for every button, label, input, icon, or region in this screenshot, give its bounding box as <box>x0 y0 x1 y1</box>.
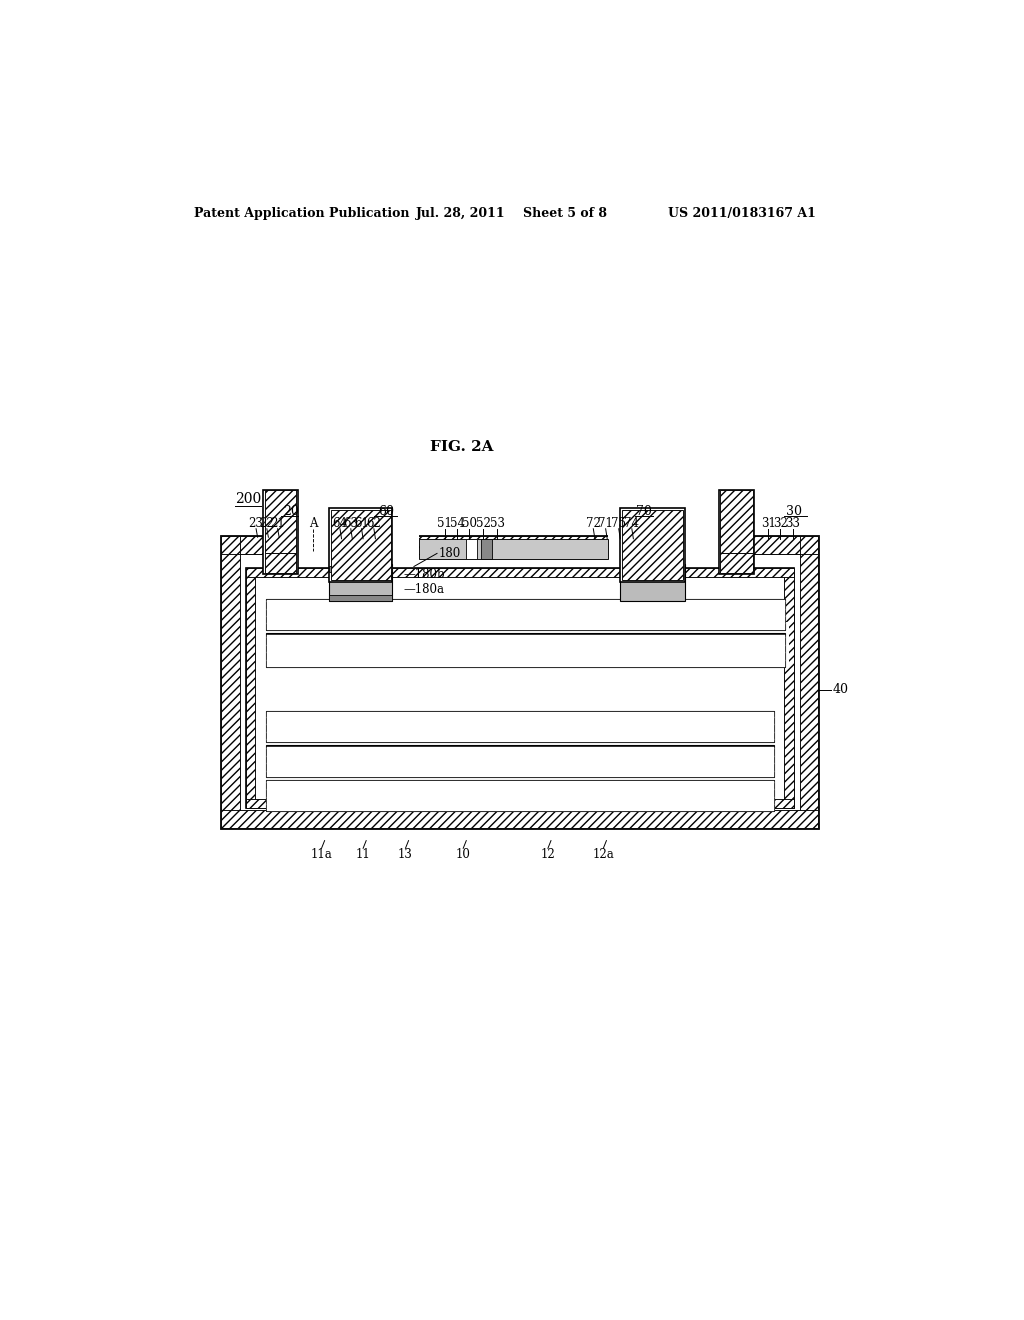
Text: 40: 40 <box>833 684 849 696</box>
Text: A: A <box>309 517 317 529</box>
Bar <box>264 490 296 553</box>
Text: 22: 22 <box>259 517 274 529</box>
Bar <box>266 599 785 630</box>
Bar <box>266 780 773 810</box>
Text: 54: 54 <box>450 517 465 529</box>
Text: —180a: —180a <box>403 583 444 597</box>
Bar <box>221 536 818 829</box>
Text: 71: 71 <box>598 517 613 529</box>
Text: 12a: 12a <box>593 847 614 861</box>
Bar <box>719 490 755 574</box>
Text: 64: 64 <box>333 517 347 529</box>
Text: 75: 75 <box>611 517 627 529</box>
Bar <box>246 568 794 808</box>
Bar <box>466 539 477 558</box>
Bar <box>221 536 240 829</box>
Bar <box>481 539 493 558</box>
Text: 13: 13 <box>398 847 413 861</box>
Text: —180b: —180b <box>403 568 445 581</box>
Bar <box>330 566 392 572</box>
Text: 12: 12 <box>541 847 555 861</box>
Text: 74: 74 <box>625 517 639 529</box>
Text: 63: 63 <box>343 517 358 529</box>
Text: 11a: 11a <box>310 847 333 861</box>
Bar <box>240 536 800 554</box>
Text: 72: 72 <box>586 517 601 529</box>
Bar <box>298 535 330 556</box>
Bar <box>392 535 419 556</box>
Text: 52: 52 <box>476 517 490 529</box>
Text: 60: 60 <box>378 504 394 517</box>
Bar <box>621 564 685 601</box>
Bar <box>608 535 621 556</box>
Text: 10: 10 <box>456 847 471 861</box>
Bar <box>621 508 685 582</box>
Text: Jul. 28, 2011: Jul. 28, 2011 <box>416 207 505 220</box>
Text: 70: 70 <box>636 504 652 517</box>
Bar <box>221 810 818 829</box>
Bar <box>246 799 794 808</box>
Text: 53: 53 <box>489 517 505 529</box>
Text: US 2011/0183167 A1: US 2011/0183167 A1 <box>668 207 816 220</box>
Bar <box>263 490 298 574</box>
Bar <box>246 568 255 808</box>
Text: 33: 33 <box>785 517 801 529</box>
Text: 32: 32 <box>773 517 787 529</box>
Bar <box>622 510 683 581</box>
Bar <box>419 539 608 558</box>
Text: 180: 180 <box>438 546 461 560</box>
Bar <box>784 568 794 808</box>
Text: 51: 51 <box>437 517 453 529</box>
Text: 11: 11 <box>355 847 371 861</box>
Bar <box>685 535 719 556</box>
Text: 30: 30 <box>786 504 802 517</box>
Bar <box>266 634 785 667</box>
Text: Sheet 5 of 8: Sheet 5 of 8 <box>523 207 607 220</box>
Bar <box>221 536 818 554</box>
Text: 200: 200 <box>236 492 261 506</box>
Bar <box>331 510 391 581</box>
Bar <box>246 568 794 577</box>
Text: 31: 31 <box>761 517 775 529</box>
Bar <box>800 536 818 829</box>
Bar <box>720 490 753 553</box>
Bar <box>330 508 392 582</box>
Text: 50: 50 <box>462 517 477 529</box>
Bar <box>266 622 788 667</box>
Bar <box>266 711 773 742</box>
Text: Patent Application Publication: Patent Application Publication <box>194 207 410 220</box>
Bar <box>720 553 753 573</box>
Text: 21: 21 <box>270 517 285 529</box>
Bar <box>266 744 773 776</box>
Text: 62: 62 <box>367 517 381 529</box>
Text: 61: 61 <box>354 517 369 529</box>
Bar <box>330 564 392 601</box>
Text: 23: 23 <box>249 517 263 529</box>
Text: FIG. 2A: FIG. 2A <box>430 440 494 454</box>
Bar <box>264 553 296 573</box>
Text: 20: 20 <box>283 504 299 517</box>
Bar <box>330 595 392 601</box>
